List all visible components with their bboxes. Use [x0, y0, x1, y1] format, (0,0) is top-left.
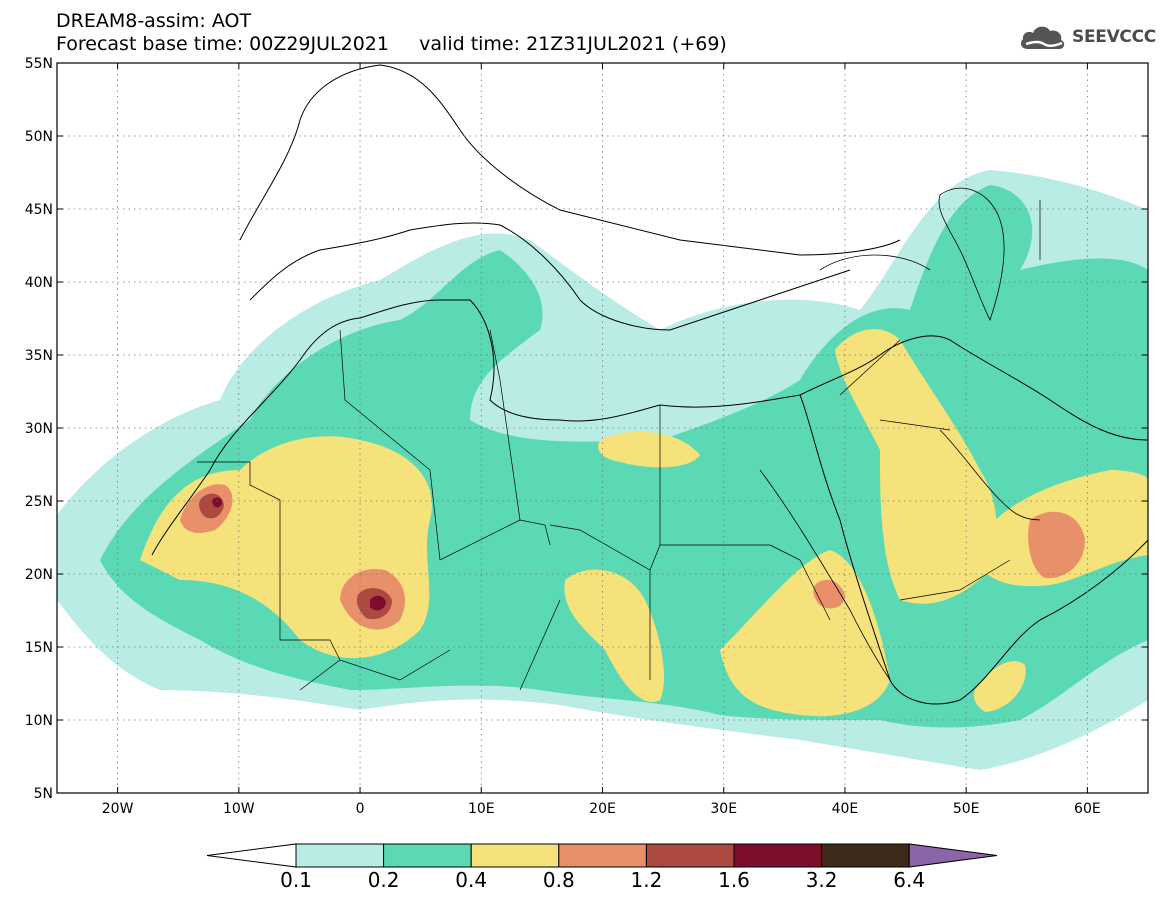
y-axis-ticks: 55N 50N 45N 40N 35N 30N 25N 20N 15N 10N 5N	[25, 56, 1148, 802]
x-tick-label: 50E	[953, 801, 980, 817]
aot-contour-1.6-sahara-west	[212, 497, 223, 508]
colorbar-segment	[821, 843, 910, 868]
aot-contour-0.4-somalia	[973, 661, 1026, 712]
y-tick-label: 25N	[25, 494, 53, 510]
x-tick-label: 60E	[1074, 801, 1101, 817]
y-tick-label: 35N	[25, 348, 53, 364]
country-borders	[197, 200, 1041, 691]
colorbar: 0.1 0.2 0.4 0.8 1.2 1.6 3.2 6.4	[206, 843, 998, 892]
y-tick-label: 45N	[25, 202, 53, 218]
y-tick-label: 10N	[25, 713, 53, 729]
x-tick-label: 40E	[832, 801, 859, 817]
aot-contour-0.4-libya	[598, 431, 700, 468]
coastline-caspian	[938, 187, 1005, 322]
aot-contour-0.4-chad	[564, 569, 665, 702]
aot-contour-0.4-sudan	[720, 550, 890, 717]
coastline-africa-arabia	[151, 299, 1148, 705]
grid-lines	[57, 63, 1148, 793]
aot-contour-0.4-iraq	[835, 329, 997, 604]
colorbar-segment	[383, 843, 472, 868]
coastline-levant-gulf	[799, 335, 1148, 441]
x-tick-label: 20W	[102, 801, 134, 817]
aot-contour-1.6-mali	[370, 595, 386, 611]
cloud-icon	[1020, 26, 1065, 49]
colorbar-label: 0.2	[368, 868, 400, 892]
x-tick-label: 10W	[223, 801, 255, 817]
y-tick-label: 5N	[34, 786, 53, 802]
coastline-europe-north	[239, 64, 901, 256]
y-tick-label: 30N	[25, 421, 53, 437]
map-title: DREAM8-assim: AOT	[56, 10, 252, 32]
colorbar-label: 3.2	[806, 868, 838, 892]
aot-contour-0.8-oman	[1028, 511, 1085, 579]
y-tick-label: 55N	[25, 56, 53, 72]
colorbar-label: 1.2	[630, 868, 662, 892]
coastline-red-sea	[759, 469, 891, 681]
x-tick-label: 20E	[589, 801, 616, 817]
colorbar-under-arrow	[206, 843, 297, 868]
coastline-persian-gulf	[939, 429, 1041, 521]
colorbar-segment	[558, 843, 647, 868]
x-tick-label: 0	[356, 801, 365, 817]
x-axis-ticks: 20W 10W 0 10E 20E 30E 40E 50E 60E	[102, 63, 1101, 817]
x-tick-label: 10E	[468, 801, 495, 817]
coastline-europe-south	[249, 222, 851, 331]
y-tick-label: 40N	[25, 275, 53, 291]
forecast-time-line: Forecast base time: 00Z29JUL2021 valid t…	[56, 33, 727, 55]
colorbar-label: 0.8	[543, 868, 575, 892]
y-tick-label: 20N	[25, 567, 53, 583]
coastline-black-sea	[819, 254, 931, 271]
colorbar-label: 1.6	[718, 868, 750, 892]
seevccc-logo: SEEVCCC	[1018, 22, 1156, 52]
colorbar-label: 6.4	[893, 868, 925, 892]
y-tick-label: 50N	[25, 129, 53, 145]
x-tick-label: 30E	[710, 801, 737, 817]
colorbar-label: 0.4	[455, 868, 487, 892]
colorbar-segment	[295, 843, 385, 868]
colorbar-segment	[645, 843, 735, 868]
colorbar-segment	[733, 843, 823, 868]
colorbar-over-arrow	[908, 843, 998, 868]
colorbar-label: 0.1	[280, 868, 312, 892]
aot-contour-0.8-eritrea	[813, 579, 845, 609]
y-tick-label: 15N	[25, 640, 53, 656]
aot-field	[57, 64, 1148, 770]
colorbar-segment	[470, 843, 560, 868]
logo-text: SEEVCCC	[1072, 27, 1156, 47]
